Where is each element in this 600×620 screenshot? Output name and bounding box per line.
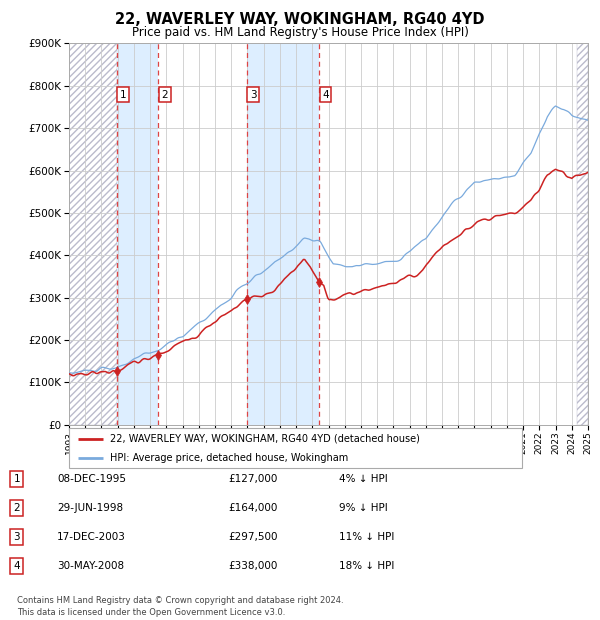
Text: £297,500: £297,500 bbox=[228, 532, 277, 542]
Text: 1: 1 bbox=[120, 90, 127, 100]
Text: 22, WAVERLEY WAY, WOKINGHAM, RG40 4YD: 22, WAVERLEY WAY, WOKINGHAM, RG40 4YD bbox=[115, 12, 485, 27]
Text: 22, WAVERLEY WAY, WOKINGHAM, RG40 4YD (detached house): 22, WAVERLEY WAY, WOKINGHAM, RG40 4YD (d… bbox=[110, 433, 419, 444]
Text: 4: 4 bbox=[13, 561, 20, 571]
Text: 11% ↓ HPI: 11% ↓ HPI bbox=[339, 532, 394, 542]
Text: 30-MAY-2008: 30-MAY-2008 bbox=[57, 561, 124, 571]
Text: 2: 2 bbox=[161, 90, 168, 100]
Bar bbox=[319, 43, 588, 425]
Text: Price paid vs. HM Land Registry's House Price Index (HPI): Price paid vs. HM Land Registry's House … bbox=[131, 26, 469, 39]
Bar bbox=[158, 43, 247, 425]
Text: 4% ↓ HPI: 4% ↓ HPI bbox=[339, 474, 388, 484]
Text: 29-JUN-1998: 29-JUN-1998 bbox=[57, 503, 123, 513]
Text: HPI: Average price, detached house, Wokingham: HPI: Average price, detached house, Woki… bbox=[110, 453, 348, 463]
Text: £127,000: £127,000 bbox=[228, 474, 277, 484]
Bar bbox=[69, 43, 116, 425]
Text: £338,000: £338,000 bbox=[228, 561, 277, 571]
Text: 9% ↓ HPI: 9% ↓ HPI bbox=[339, 503, 388, 513]
Bar bbox=[116, 43, 158, 425]
Bar bbox=[577, 43, 588, 425]
FancyBboxPatch shape bbox=[69, 428, 522, 468]
Text: £164,000: £164,000 bbox=[228, 503, 277, 513]
Text: 3: 3 bbox=[250, 90, 257, 100]
Bar bbox=[247, 43, 319, 425]
Text: 17-DEC-2003: 17-DEC-2003 bbox=[57, 532, 126, 542]
Text: 3: 3 bbox=[13, 532, 20, 542]
Text: 2: 2 bbox=[13, 503, 20, 513]
Text: 1: 1 bbox=[13, 474, 20, 484]
Text: Contains HM Land Registry data © Crown copyright and database right 2024.
This d: Contains HM Land Registry data © Crown c… bbox=[17, 596, 343, 617]
Text: 4: 4 bbox=[322, 90, 329, 100]
Text: 18% ↓ HPI: 18% ↓ HPI bbox=[339, 561, 394, 571]
Text: 08-DEC-1995: 08-DEC-1995 bbox=[57, 474, 126, 484]
